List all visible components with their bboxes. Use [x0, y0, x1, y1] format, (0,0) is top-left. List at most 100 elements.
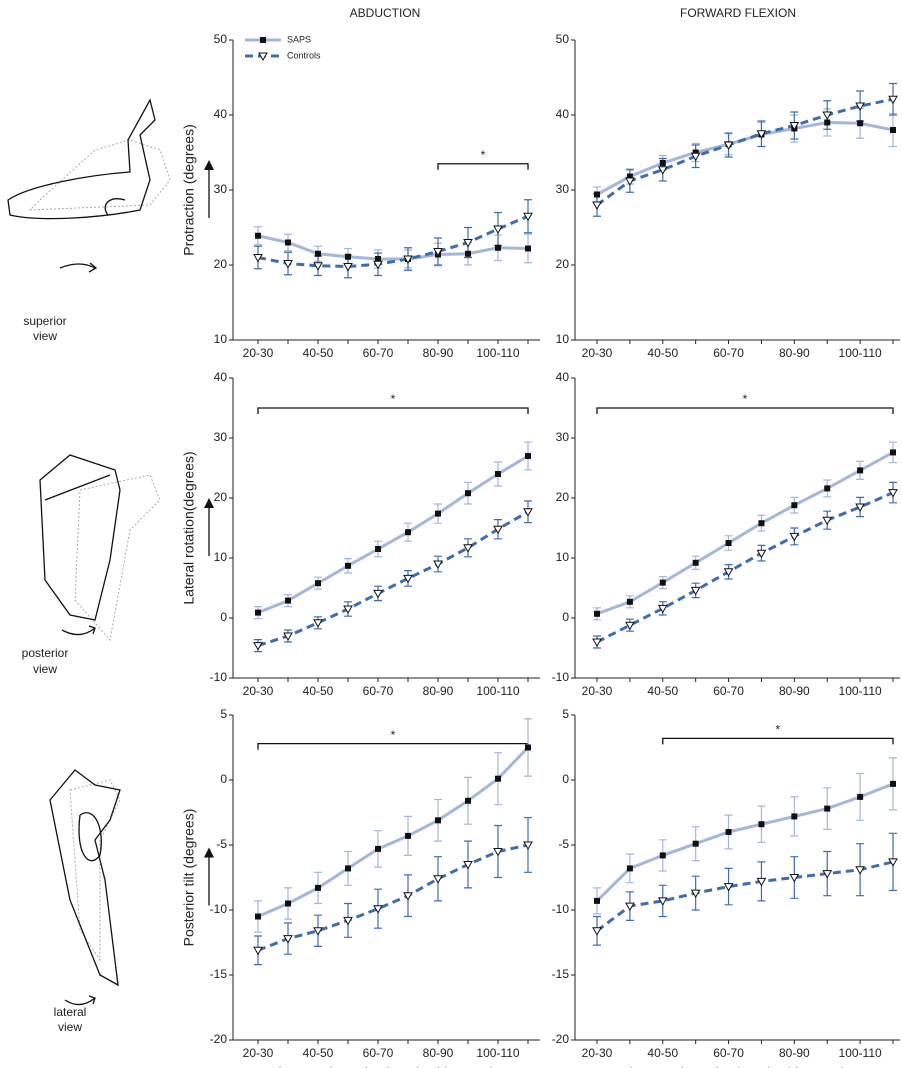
significance-bar: [596, 407, 894, 414]
marker: [626, 598, 633, 605]
marker: [315, 250, 321, 257]
y-tick-label: 30: [214, 182, 228, 196]
x-tick-label: 60-70: [713, 684, 744, 698]
x-tick-label: 100-110: [839, 1046, 882, 1060]
marker: [433, 560, 443, 570]
marker: [375, 546, 381, 552]
direction-arrow-head: [204, 160, 214, 170]
series-line: [596, 451, 894, 616]
significance-bar: [257, 742, 529, 750]
legend-label: SAPS: [287, 34, 311, 44]
marker: [313, 927, 323, 936]
marker: [283, 632, 293, 642]
marker: [405, 832, 411, 839]
y-tick-label: 30: [214, 430, 228, 444]
marker: [463, 544, 473, 553]
x-tick-label: 40-50: [647, 1046, 678, 1060]
marker: [525, 744, 531, 751]
marker: [692, 149, 699, 156]
significance-label: *: [776, 723, 781, 737]
marker: [824, 805, 831, 812]
significance-bar: [662, 737, 894, 745]
view-label: view: [58, 1020, 82, 1034]
x-tick-label: 20-30: [243, 1046, 274, 1060]
marker: [373, 905, 383, 914]
marker: [313, 619, 323, 628]
series-line: [257, 234, 529, 261]
marker: [523, 508, 533, 517]
x-axis-label: humerothoracic elevation(degrees): [278, 1065, 494, 1068]
marker: [495, 471, 501, 477]
marker: [888, 95, 898, 105]
marker: [315, 580, 321, 587]
direction-arrow-head: [204, 847, 214, 858]
marker: [285, 597, 291, 604]
x-tick-label: 40-50: [647, 346, 678, 360]
y-tick-label: 20: [556, 257, 570, 271]
x-tick-label: 40-50: [303, 1046, 334, 1060]
y-tick-label: 40: [214, 370, 228, 384]
marker: [315, 884, 321, 891]
marker: [255, 232, 261, 239]
marker: [403, 892, 413, 901]
marker: [888, 858, 898, 867]
marker: [253, 946, 263, 956]
y-tick-label: -10: [552, 902, 570, 916]
y-tick-label: 10: [556, 550, 570, 564]
x-tick-label: 100-110: [839, 684, 882, 698]
marker: [725, 540, 732, 546]
marker: [403, 574, 413, 584]
marker: [495, 775, 501, 782]
scapula-superior: [7, 98, 171, 273]
marker: [625, 902, 635, 912]
x-tick-label: 80-90: [423, 346, 454, 360]
significance-bar: [257, 407, 529, 414]
y-tick-label: -5: [216, 837, 227, 851]
marker: [594, 897, 600, 904]
column-title: ABDUCTION: [350, 6, 421, 20]
series-line: [257, 746, 530, 918]
x-tick-label: 40-50: [303, 346, 334, 360]
marker: [857, 120, 864, 127]
marker: [525, 453, 531, 459]
marker: [433, 248, 443, 257]
marker: [692, 840, 699, 847]
y-tick-label: 40: [214, 107, 228, 121]
marker: [723, 141, 734, 151]
series-line: [596, 491, 894, 644]
series-line: [596, 860, 894, 932]
y-tick-label: 30: [556, 182, 570, 196]
marker: [855, 102, 865, 112]
marker: [523, 841, 533, 851]
marker: [690, 152, 701, 162]
y-tick-label: -5: [558, 837, 569, 851]
x-tick-label: 100-110: [476, 346, 519, 360]
marker: [625, 621, 635, 631]
x-tick-label: 20-30: [582, 346, 613, 360]
marker: [285, 239, 291, 246]
y-tick-label: -10: [210, 670, 228, 684]
marker: [890, 780, 896, 787]
marker: [255, 609, 261, 616]
marker: [495, 244, 501, 251]
marker: [659, 579, 666, 586]
marker: [723, 883, 734, 892]
marker: [260, 37, 266, 43]
x-tick-label: 20-30: [582, 684, 613, 698]
y-axis-label: Posterior tilt (degrees): [181, 809, 197, 947]
marker: [789, 122, 800, 131]
marker: [659, 852, 666, 859]
marker: [789, 532, 800, 542]
y-axis-label: Lateral rotation(degrees): [181, 451, 197, 604]
marker: [463, 239, 473, 248]
significance-label: *: [391, 392, 396, 406]
view-label: posterior: [22, 646, 69, 660]
marker: [285, 900, 291, 907]
marker: [692, 559, 699, 566]
view-label: view: [33, 329, 57, 343]
y-tick-label: 40: [556, 370, 570, 384]
marker: [824, 485, 831, 492]
marker: [345, 562, 351, 569]
y-tick-label: -15: [552, 967, 570, 981]
column-title: FORWARD FLEXION: [680, 6, 796, 20]
